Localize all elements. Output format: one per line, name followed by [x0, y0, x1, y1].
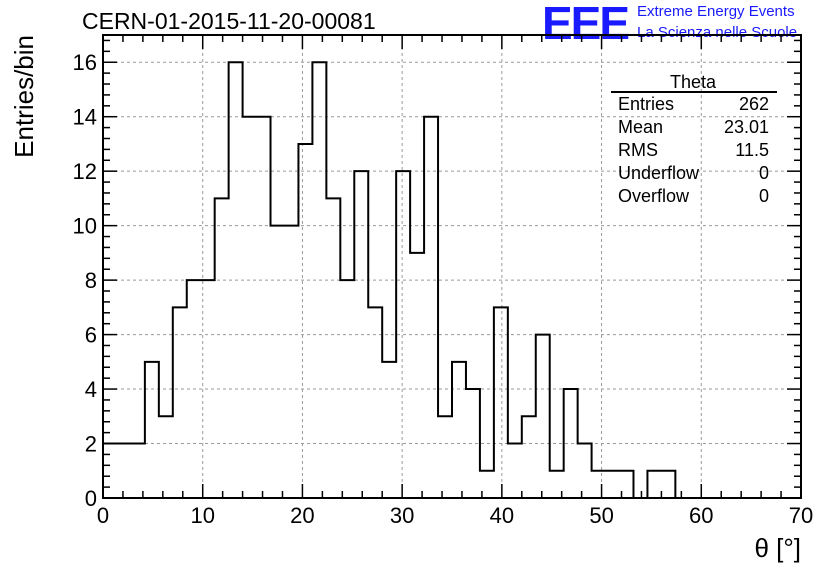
- stats-box: Theta Entries 262 Mean 23.01 RMS 11.5 Underflo…: [611, 72, 777, 206]
- stats-row-value: 0: [759, 163, 769, 183]
- stats-row-label: RMS: [618, 140, 658, 160]
- x-tick-labels: 0 10 20 30 40 50 60 70: [97, 503, 813, 528]
- y-axis-label: Entries/bin: [9, 35, 39, 158]
- y-tick-label: 14: [73, 105, 97, 130]
- y-tick-label: 16: [73, 50, 97, 75]
- x-axis-label: θ [°]: [754, 533, 801, 563]
- grid-lines: [103, 35, 801, 498]
- x-tick-label: 70: [789, 503, 813, 528]
- x-tick-label: 50: [589, 503, 613, 528]
- plot-frame: [102, 34, 802, 499]
- x-tick-label: 0: [97, 503, 109, 528]
- stats-row-value: 262: [739, 94, 769, 114]
- y-tick-label: 0: [85, 486, 97, 511]
- y-tick-label: 6: [85, 323, 97, 348]
- eee-logo-line1: Extreme Energy Events: [637, 3, 795, 20]
- stats-row-value: 11.5: [735, 140, 769, 160]
- x-tick-label: 20: [290, 503, 314, 528]
- stats-row-label: Mean: [618, 117, 663, 137]
- y-tick-label: 12: [73, 159, 97, 184]
- run-title: CERN-01-2015-11-20-00081: [82, 8, 376, 34]
- x-tick-label: 40: [490, 503, 514, 528]
- y-tick-label: 2: [85, 432, 97, 457]
- y-tick-label: 8: [85, 268, 97, 293]
- eee-logo: EEE: [542, 0, 630, 49]
- y-tick-labels: 0 2 4 6 8 10 12 14 16: [73, 50, 97, 511]
- stats-title: Theta: [670, 72, 717, 92]
- y-tick-label: 4: [85, 377, 97, 402]
- x-tick-label: 60: [689, 503, 713, 528]
- stats-row-label: Overflow: [618, 186, 690, 206]
- eee-logo-line2: La Scienza nelle Scuole: [637, 24, 798, 41]
- stats-row-label: Underflow: [618, 163, 700, 183]
- x-tick-label: 10: [190, 503, 214, 528]
- stats-row-value: 23.01: [724, 117, 769, 137]
- y-tick-label: 10: [73, 214, 97, 239]
- axis-ticks: [102, 35, 802, 499]
- stats-row-value: 0: [759, 186, 769, 206]
- stats-row-label: Entries: [618, 94, 674, 114]
- x-tick-label: 30: [390, 503, 414, 528]
